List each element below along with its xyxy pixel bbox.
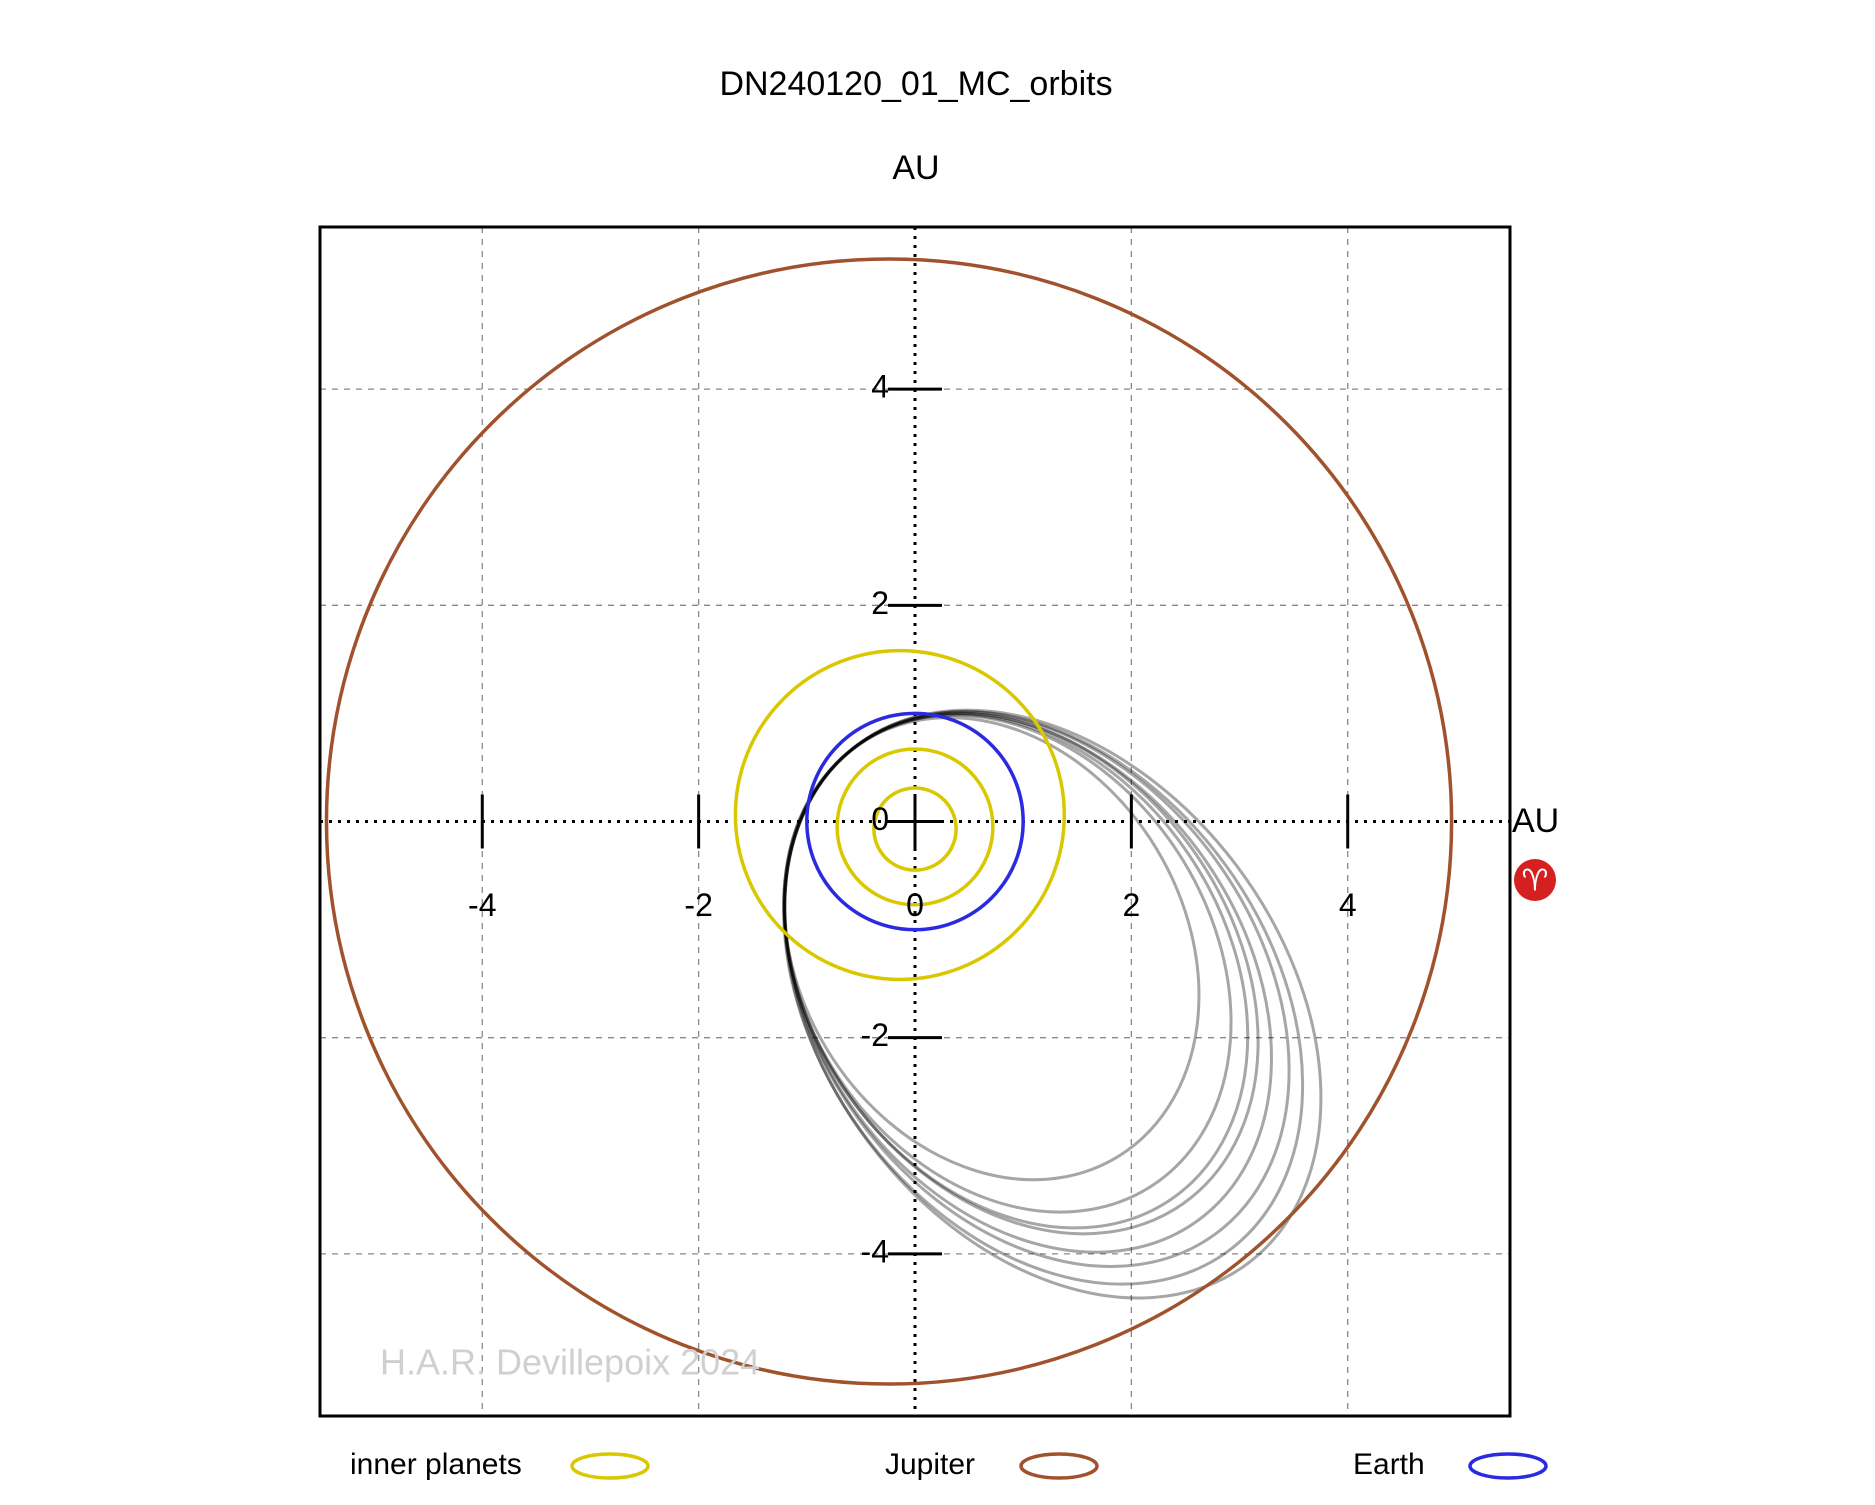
meteoroid-orbit xyxy=(783,712,1273,1254)
y-tick-label: 4 xyxy=(871,369,889,405)
x-tick-label: 0 xyxy=(906,887,924,923)
planet-orbit xyxy=(733,648,1067,982)
x-tick-label: 4 xyxy=(1339,887,1357,923)
plot-frame xyxy=(318,225,1512,1418)
watermark: H.A.R. Devillepoix 2024 xyxy=(380,1342,760,1383)
planet-orbit xyxy=(835,747,995,907)
x-tick-label: -2 xyxy=(684,887,712,923)
legend-swatch xyxy=(1019,1452,1099,1480)
x-axis-label: AU xyxy=(1512,802,1559,840)
legend-label: Jupiter xyxy=(885,1448,975,1481)
planet-orbit xyxy=(872,786,958,872)
planet-orbit xyxy=(805,711,1025,932)
meteoroid-orbit xyxy=(782,713,1233,1214)
x-tick-label: 2 xyxy=(1122,887,1140,923)
x-tick-label: -4 xyxy=(468,887,496,923)
meteoroid-orbit xyxy=(783,711,1260,1236)
y-axis-label: AU xyxy=(892,149,939,187)
y-tick-label: 2 xyxy=(871,585,889,621)
planet-orbit xyxy=(324,257,1454,1386)
chart-title: DN240120_01_MC_orbits xyxy=(719,65,1112,103)
meteoroid-orbit xyxy=(782,716,1201,1182)
y-tick-label: -2 xyxy=(861,1017,889,1053)
legend-swatch xyxy=(1468,1452,1548,1480)
meteoroid-orbit xyxy=(782,709,1305,1286)
legend-label: inner planets xyxy=(350,1448,522,1481)
meteoroid-orbit xyxy=(782,712,1250,1230)
y-tick-label: 0 xyxy=(871,801,889,837)
y-tick-label: -4 xyxy=(861,1233,889,1269)
legend-label: Earth xyxy=(1353,1448,1425,1481)
legend-swatch xyxy=(570,1452,650,1480)
meteoroid-orbit xyxy=(782,708,1323,1300)
vernal-equinox-symbol: ♈ xyxy=(1522,864,1549,899)
vernal-equinox-badge xyxy=(1514,859,1556,901)
meteoroid-orbit xyxy=(783,710,1291,1268)
